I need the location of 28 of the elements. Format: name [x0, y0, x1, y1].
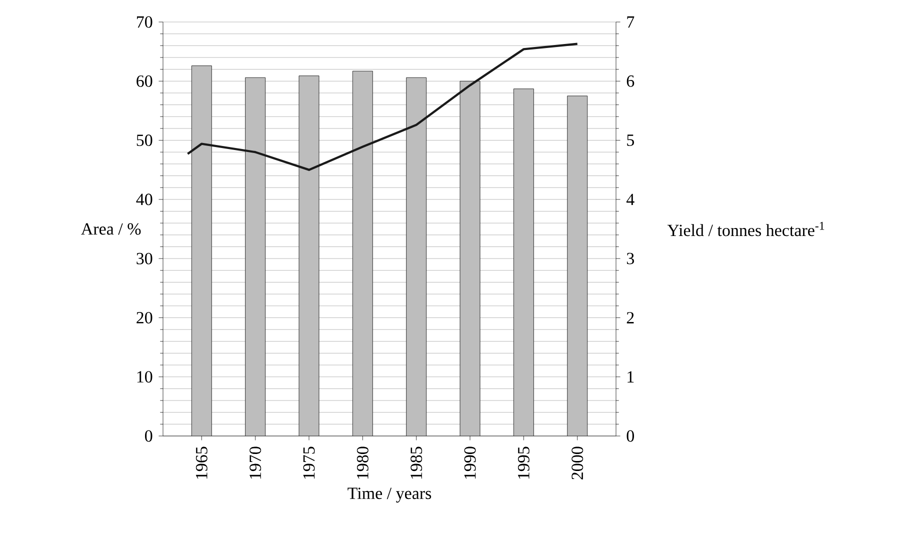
y2-tick-label: 7 [627, 16, 634, 28]
y-tick-label: 60 [136, 75, 152, 87]
y-tick-label: 0 [145, 430, 152, 442]
y-tick-label: 30 [136, 252, 152, 264]
y2-tick-label: 1 [628, 371, 634, 382]
x-axis-title: Time / years [348, 488, 432, 503]
x-tick-label: 1985 [410, 446, 422, 479]
y2-tick-label: 4 [626, 194, 634, 206]
y2-tick-label: 2 [626, 312, 634, 324]
y-tick-label: 10 [137, 371, 152, 383]
x-tick-label: 1995 [518, 446, 530, 479]
x-tick-label: 1965 [196, 446, 208, 479]
y-tick-label: 40 [136, 194, 152, 206]
y-tick-label: 50 [136, 134, 152, 146]
y2-tick-label: 0 [626, 430, 634, 442]
y2-tick-label: 6 [626, 75, 634, 87]
y-tick-label: 70 [136, 16, 152, 28]
y-tick-label: 20 [136, 312, 152, 324]
y-axis-title: Area / % [81, 223, 141, 235]
x-tick-label: 2000 [572, 446, 584, 480]
y2-tick-label: 5 [627, 134, 634, 146]
x-tick-label: 1980 [356, 446, 368, 479]
y2-axis-title: Yield / tonnes hectare$^{-1}$ [667, 222, 824, 236]
line-series [186, 42, 578, 171]
x-tick-label: 1990 [464, 446, 476, 479]
x-tick-label: 1970 [250, 446, 262, 479]
x-tick-label: 1975 [303, 446, 315, 479]
y2-tick-label: 3 [626, 252, 634, 264]
